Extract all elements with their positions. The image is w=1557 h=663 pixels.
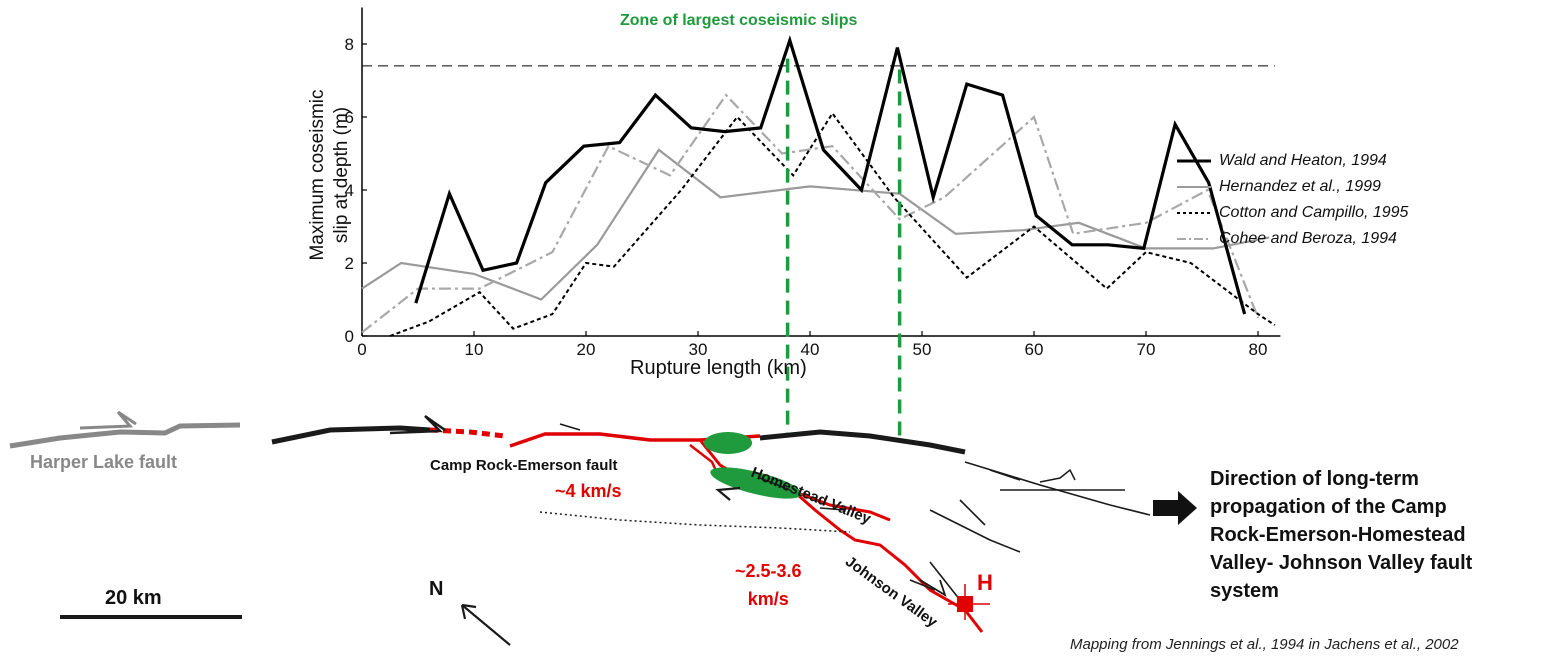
secondary-fault-2 (964, 461, 1151, 516)
series-line-cohee (361, 93, 1260, 334)
x-tick-label: 40 (801, 340, 820, 359)
legend-item-cohee: Cohee and Beroza, 1994 (1175, 228, 1397, 250)
north-arrow-head (460, 603, 477, 620)
x-tick-label: 80 (1249, 340, 1268, 359)
main-fault-east (759, 429, 966, 455)
series-line-hernandez (361, 148, 1270, 301)
main-fault-west (271, 425, 431, 445)
harper-lake-label: Harper Lake fault (30, 452, 178, 472)
legend-label-wald: Wald and Heaton, 1994 (1219, 152, 1387, 169)
x-tick-label: 20 (577, 340, 596, 359)
speed-label-2-line-2: km/s (747, 589, 789, 609)
scale-label: 20 km (105, 587, 162, 609)
legend-label-hernandez: Hernandez et al., 1999 (1219, 178, 1381, 195)
direction-line-3: Rock-Emerson-Homestead (1210, 524, 1466, 546)
direction-line-4: Valley- Johnson Valley fault (1210, 552, 1473, 574)
secondary-fault-5 (989, 469, 1021, 481)
east-fault-arrow (1039, 468, 1076, 483)
x-axis-label: Rupture length (km) (630, 357, 807, 379)
y-tick-label: 0 (345, 327, 354, 346)
y-axis-label-line-2: slip at depth (m) (331, 106, 352, 244)
y-tick-label: 6 (345, 108, 354, 127)
speed-label-2-line-1: ~2.5-3.6 (735, 561, 802, 581)
legend-item-cotton: Cotton and Campillo, 1995 (1175, 202, 1408, 224)
slip-zone-north (704, 432, 752, 454)
secondary-fault-3 (959, 499, 986, 526)
secondary-fault-9 (909, 579, 936, 591)
legend-swatch-cohee (1177, 238, 1211, 240)
harper-lake-fault (9, 422, 241, 449)
x-tick-label: 60 (1025, 340, 1044, 359)
direction-arrow (1153, 491, 1197, 525)
y-tick-label: 2 (345, 254, 354, 273)
y-tick-label: 8 (345, 35, 354, 54)
legend-swatch-cotton (1177, 212, 1211, 214)
direction-text: Direction of long-term propagation of th… (1210, 465, 1472, 605)
y-axis-label-line-1: Maximum coseismic (307, 89, 328, 261)
x-tick-label: 0 (357, 340, 366, 359)
johnson-slip-arrow (919, 579, 947, 598)
legend-swatch-wald (1177, 159, 1211, 163)
camp-rock-label: Camp Rock-Emerson fault (430, 457, 618, 474)
series-line-wald (414, 35, 1247, 315)
credit-text: Mapping from Jennings et al., 1994 in Ja… (1070, 636, 1459, 653)
x-tick-label: 50 (913, 340, 932, 359)
main-fault-dashed-rupture (429, 427, 506, 439)
y-tick-label: 4 (345, 181, 354, 200)
legend-label-cohee: Cohee and Beroza, 1994 (1219, 230, 1397, 247)
x-tick-label: 10 (465, 340, 484, 359)
homestead-slip-arrow (715, 486, 741, 501)
legend-label-cotton: Cotton and Campillo, 1995 (1219, 204, 1409, 221)
y-axis-label: Maximum coseismic slip at depth (m) (306, 89, 354, 260)
series-line-cotton (389, 111, 1276, 337)
secondary-fault-7 (929, 509, 1021, 553)
secondary-fault-4 (929, 561, 961, 601)
north-label: N (429, 578, 444, 600)
dotted-trace (539, 511, 851, 533)
speed-label-1: ~4 km/s (555, 481, 622, 501)
legend-item-wald: Wald and Heaton, 1994 (1175, 150, 1387, 172)
speed-label-2: ~2.5-3.6 km/s (735, 557, 802, 613)
direction-line-5: system (1210, 580, 1279, 602)
secondary-fault-8 (819, 507, 846, 511)
north-arrow-shaft (461, 604, 511, 646)
legend-swatch-hernandez (1177, 186, 1211, 188)
secondary-fault-1 (759, 477, 791, 491)
slip-zone-south (710, 467, 802, 499)
x-tick-label: 70 (1137, 340, 1156, 359)
fault-map (9, 410, 1197, 646)
zone-label: Zone of largest coseismic slips (620, 12, 858, 29)
harper-slip-arrow (79, 410, 137, 430)
rupture-johnson-valley (789, 486, 984, 633)
x-tick-label: 30 (689, 340, 708, 359)
secondary-fault-0 (559, 423, 581, 431)
direction-line-2: propagation of the Camp (1210, 496, 1447, 518)
legend-item-hernandez: Hernandez et al., 1999 (1175, 176, 1381, 198)
hypocenter-label: H (977, 570, 993, 595)
main-fault-slip-arrow (389, 414, 446, 435)
direction-line-1: Direction of long-term (1210, 468, 1419, 490)
slip-chart: 0 10 20 30 40 50 60 70 80 0 2 4 6 8 (345, 7, 1281, 437)
